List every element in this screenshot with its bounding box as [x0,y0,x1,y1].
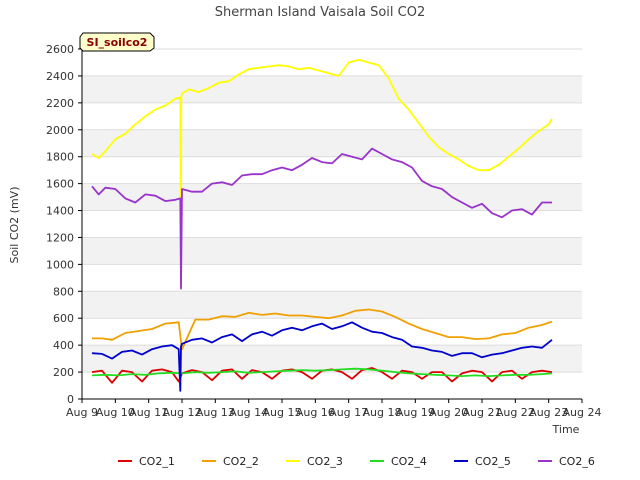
x-tick-label: Aug 12 [163,406,202,419]
grid-band [82,102,582,130]
axes [81,49,582,400]
grid-band [82,318,582,346]
y-tick-label: 200 [53,366,74,379]
legend-label: CO2_4 [391,455,427,468]
series-lines [91,58,553,392]
grid-band [82,345,582,373]
grid-band [82,129,582,157]
y-tick-label: 0 [67,393,74,406]
grid-band [82,291,582,319]
y-tick-label: 800 [53,285,74,298]
x-tick-label: Aug 23 [529,406,568,419]
legend-label: CO2_6 [559,455,595,468]
x-tick-label: Aug 20 [429,406,468,419]
x-tick-label: Aug 10 [96,406,135,419]
x-tick-label: Aug 13 [196,406,235,419]
plot-bands [82,49,582,399]
series-line-co2-5 [91,321,553,392]
grid-band [82,264,582,292]
series-line-co2-1 [91,367,553,384]
grid-band [82,237,582,265]
y-tick-label: 2200 [46,97,74,110]
grid-band [82,156,582,184]
x-tick-label: Aug 21 [463,406,502,419]
legend-label: CO2_3 [307,455,343,468]
site-badge-label: SI_soilco2 [87,36,148,49]
series-line-co2-6 [91,147,552,290]
y-tick-label: 2400 [46,70,74,83]
legend-label: CO2_5 [475,455,511,468]
y-tick-label: 1600 [46,178,74,191]
series-line-co2-2 [92,308,553,351]
grid-band [82,372,582,399]
grid-band [82,75,582,103]
x-tick-label: Aug 11 [129,406,168,419]
x-tick-label: Aug 22 [496,406,535,419]
x-tick-label: Aug 19 [396,406,435,419]
x-tick-label: Aug 15 [263,406,302,419]
x-tick-label: Aug 24 [563,406,602,419]
x-tick-label: Aug 16 [296,406,335,419]
x-tick-label: Aug 17 [329,406,368,419]
y-tick-label: 1800 [46,151,74,164]
site-badge: SI_soilco2 [79,32,155,52]
y-axis-label: Soil CO2 (mV) [8,187,21,264]
y-ticks: 0 200 400 600 800 1000 1200 1400 1600 1800 2000 220… [46,43,82,406]
y-tick-label: 2000 [46,124,74,137]
legend-label: CO2_2 [223,455,259,468]
y-tick-label: 2600 [46,43,74,56]
y-tick-label: 1000 [46,258,74,271]
y-tick-label: 600 [53,312,74,325]
x-axis-label: Time [552,423,580,436]
x-tick-label: Aug 9 [66,406,98,419]
chart-title: Sherman Island Vaisala Soil CO2 [215,5,425,20]
series-line-co2-4 [91,367,553,378]
grid-band [82,49,582,76]
y-tick-label: 400 [53,339,74,352]
x-tick-label: Aug 18 [363,406,402,419]
grid-band [82,183,582,211]
x-tick-label: Aug 14 [229,406,268,419]
legend-label: CO2_1 [139,455,175,468]
y-tick-label: 1400 [46,205,74,218]
legend: CO2_1 CO2_2 CO2_3 CO2_4 CO2_5 CO2_6 [118,455,595,468]
series-line-co2-3 [91,58,553,290]
y-tick-label: 1200 [46,231,74,244]
